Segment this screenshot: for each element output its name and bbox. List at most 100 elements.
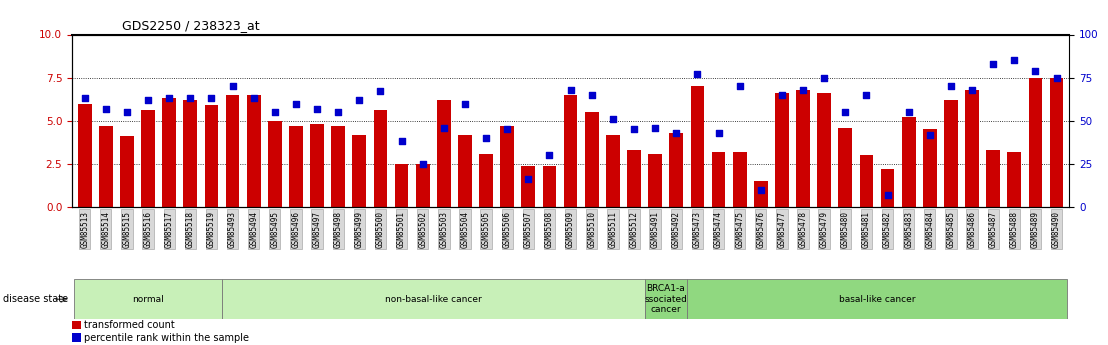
Bar	[690, 86, 705, 207]
Text: GSM85473: GSM85473	[692, 210, 701, 247]
Point	[414, 161, 432, 167]
Point	[858, 92, 875, 98]
Point	[329, 109, 347, 115]
Text: GSM85492: GSM85492	[671, 210, 680, 247]
Bar	[141, 110, 155, 207]
Bar	[501, 126, 514, 207]
Point	[1005, 58, 1023, 63]
Bar	[458, 135, 472, 207]
Bar	[543, 166, 556, 207]
Bar	[606, 135, 619, 207]
Point	[161, 96, 178, 101]
Bar	[1028, 78, 1043, 207]
Point	[182, 96, 199, 101]
Point	[287, 101, 305, 106]
Text: GSM85519: GSM85519	[207, 210, 216, 247]
Point	[879, 192, 896, 198]
Text: GSM85494: GSM85494	[249, 210, 258, 247]
Bar	[205, 105, 218, 207]
Text: GSM85493: GSM85493	[228, 210, 237, 247]
Text: GSM85516: GSM85516	[144, 210, 153, 247]
Text: GSM85502: GSM85502	[418, 210, 428, 247]
Bar	[818, 93, 831, 207]
Bar	[331, 126, 345, 207]
Text: GSM85496: GSM85496	[291, 210, 300, 247]
Text: GSM85490: GSM85490	[1051, 210, 1061, 247]
Bar	[986, 150, 1001, 207]
Text: GSM85504: GSM85504	[461, 210, 470, 247]
Text: GSM85477: GSM85477	[778, 210, 787, 247]
Point	[731, 83, 749, 89]
Text: GSM85487: GSM85487	[988, 210, 997, 247]
Text: GSM85513: GSM85513	[80, 210, 90, 247]
Bar	[416, 164, 430, 207]
Text: GSM85482: GSM85482	[883, 210, 892, 247]
Bar	[564, 95, 577, 207]
Point	[371, 89, 389, 94]
Text: GSM85479: GSM85479	[820, 210, 829, 247]
Bar	[774, 93, 789, 207]
Bar	[902, 117, 915, 207]
Point	[245, 96, 263, 101]
Bar	[585, 112, 598, 207]
Bar	[394, 164, 409, 207]
Text: GSM85491: GSM85491	[650, 210, 659, 247]
Bar	[72, 334, 81, 342]
Bar	[120, 136, 134, 207]
Point	[392, 139, 410, 144]
Point	[688, 71, 706, 77]
Point	[435, 125, 453, 130]
FancyBboxPatch shape	[222, 279, 645, 319]
Bar	[839, 128, 852, 207]
FancyBboxPatch shape	[645, 279, 687, 319]
Bar	[310, 124, 324, 207]
Text: GDS2250 / 238323_at: GDS2250 / 238323_at	[122, 19, 259, 32]
Bar	[268, 121, 281, 207]
Text: GSM85517: GSM85517	[165, 210, 174, 247]
Text: GSM85481: GSM85481	[862, 210, 871, 247]
Bar	[711, 152, 726, 207]
Text: GSM85475: GSM85475	[735, 210, 745, 247]
Point	[499, 127, 516, 132]
Bar	[352, 135, 367, 207]
Text: GSM85474: GSM85474	[714, 210, 724, 247]
Text: GSM85485: GSM85485	[946, 210, 955, 247]
Bar	[732, 152, 747, 207]
Bar	[99, 126, 113, 207]
Point	[75, 96, 93, 101]
Point	[752, 187, 770, 193]
Text: basal-like cancer: basal-like cancer	[839, 295, 915, 304]
Text: non-basal-like cancer: non-basal-like cancer	[384, 295, 482, 304]
Text: GSM85488: GSM85488	[1009, 210, 1018, 247]
Point	[98, 106, 115, 111]
Point	[308, 106, 326, 111]
Point	[583, 92, 601, 98]
Text: GSM85486: GSM85486	[967, 210, 976, 247]
Point	[266, 109, 284, 115]
Text: GSM85512: GSM85512	[629, 210, 638, 247]
Point	[900, 109, 917, 115]
Text: GSM85501: GSM85501	[397, 210, 407, 247]
Bar	[247, 95, 260, 207]
Text: GSM85518: GSM85518	[186, 210, 195, 247]
Bar	[881, 169, 894, 207]
Point	[942, 83, 960, 89]
Point	[963, 87, 981, 92]
Text: transformed count: transformed count	[84, 321, 175, 331]
Bar	[797, 90, 810, 207]
Bar	[522, 166, 535, 207]
Bar	[163, 98, 176, 207]
Point	[541, 152, 558, 158]
Bar	[437, 100, 451, 207]
Text: GSM85498: GSM85498	[334, 210, 342, 247]
Point	[794, 87, 812, 92]
Text: GSM85508: GSM85508	[545, 210, 554, 247]
Text: GSM85497: GSM85497	[312, 210, 321, 247]
Point	[350, 97, 368, 103]
Bar	[72, 322, 81, 329]
Point	[1026, 68, 1044, 73]
Text: GSM85515: GSM85515	[123, 210, 132, 247]
Bar	[944, 100, 957, 207]
Text: percentile rank within the sample: percentile rank within the sample	[84, 333, 249, 343]
Point	[1048, 75, 1066, 80]
